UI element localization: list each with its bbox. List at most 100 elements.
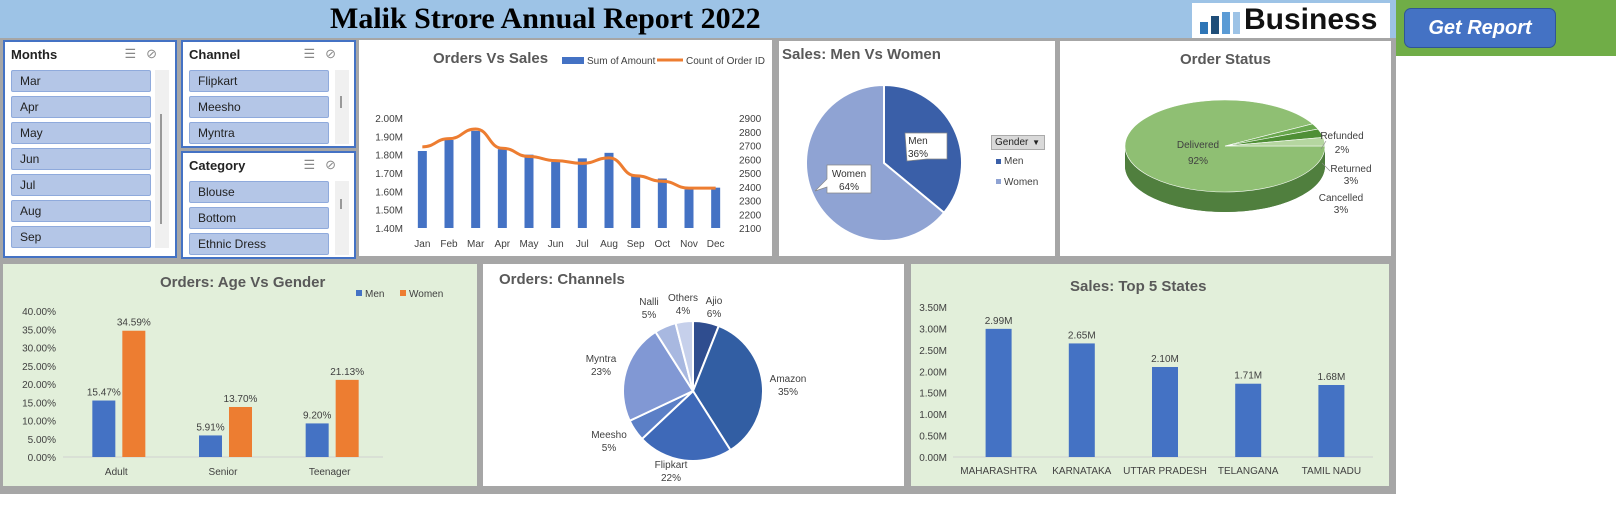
y-tick-label: 40.00% [22, 307, 56, 318]
slicer-item-apr[interactable]: Apr [11, 96, 151, 118]
x-tick-label: Mar [467, 239, 485, 250]
x-tick-label: May [520, 239, 539, 250]
x-tick-label: KARNATAKA [1052, 466, 1111, 477]
slicer-item-sep[interactable]: Sep [11, 226, 151, 248]
multi-select-icon[interactable]: ☰⊘ [303, 157, 346, 172]
y-tick-label: 2.50M [919, 346, 947, 357]
y2-tick-label: 2600 [739, 155, 762, 166]
age-vs-gender-chart: 0.00% 5.00% 10.00% 15.00% 20.00% 25.00% 30.00%… [22, 289, 443, 478]
legend-label: Men [1004, 156, 1023, 167]
y-tick-label: 30.00% [22, 344, 56, 355]
x-tick-label: Nov [680, 239, 698, 250]
logo-text: Business [1244, 3, 1378, 36]
business-logo: Business [1192, 3, 1390, 38]
x-tick-label: Senior [209, 467, 239, 478]
x-tick-label: UTTAR PRADESH [1123, 466, 1207, 477]
data-label: 34.59% [117, 318, 151, 329]
slicer-item-jul[interactable]: Jul [11, 174, 151, 196]
x-tick-label: Sep [627, 239, 645, 250]
data-label-name: Returned [1330, 164, 1371, 175]
slicer-item-ethnic-dress[interactable]: Ethnic Dress [189, 233, 329, 255]
category-slicer: Category ☰⊘ Blouse Bottom Ethnic Dress [181, 151, 356, 259]
y-tick-label: 1.70M [375, 169, 403, 180]
sales-men-women-chart: Men 36% Women 64% Men Women [805, 83, 1038, 242]
legend-swatch-men [996, 159, 1001, 164]
logo-bars-icon [1200, 12, 1240, 34]
data-label-name: Cancelled [1319, 193, 1363, 204]
bar-sum-of-amount [471, 130, 481, 228]
y-tick-label: 2.00M [375, 114, 403, 125]
data-label-value: 22% [661, 473, 681, 484]
y-tick-label: 10.00% [22, 417, 56, 428]
legend-swatch-women [996, 179, 1001, 184]
data-label: 13.70% [224, 394, 258, 405]
slicer-item-myntra[interactable]: Myntra [189, 122, 329, 144]
scroll-thumb[interactable] [160, 114, 162, 224]
y-tick-label: 35.00% [22, 325, 56, 336]
data-label-name: Amazon [770, 374, 807, 385]
legend-label: Count of Order ID [686, 56, 765, 67]
category-scrollbar[interactable] [335, 181, 349, 255]
data-label-value: 35% [778, 387, 798, 398]
get-report-button[interactable]: Get Report [1404, 8, 1556, 48]
bar-sum-of-amount [417, 151, 427, 228]
pie-slice-flipkart [640, 389, 732, 462]
x-tick-label: Aug [600, 239, 618, 250]
slicer-item-blouse[interactable]: Blouse [189, 181, 329, 203]
bar-sum-of-amount [657, 178, 667, 228]
channel-scrollbar[interactable] [335, 70, 349, 144]
slicer-item-bottom[interactable]: Bottom [189, 207, 329, 229]
scroll-thumb[interactable] [340, 199, 342, 209]
slicer-item-meesho[interactable]: Meesho [189, 96, 329, 118]
category-slicer-title: Category [189, 158, 246, 173]
data-label-name: Nalli [639, 297, 658, 308]
bar-state [1235, 383, 1262, 457]
legend-label: Sum of Amount [587, 56, 656, 67]
legend-label: Men [365, 289, 384, 300]
x-tick-label: MAHARASHTRA [960, 466, 1037, 477]
orders-vs-sales-chart: 1.40M 1.50M 1.60M 1.70M 1.80M 1.90M 2.00M 2100 2… [375, 56, 765, 250]
age-vs-gender-panel: Orders: Age Vs Gender 0.00% 5.00% 10.00% 15… [3, 264, 477, 486]
x-tick-label: Oct [655, 239, 671, 250]
x-tick-label: Jan [414, 239, 430, 250]
data-label-name: Women [832, 169, 866, 180]
bar-sum-of-amount [524, 154, 534, 228]
slicer-item-may[interactable]: May [11, 122, 151, 144]
multi-select-icon[interactable]: ☰⊘ [124, 46, 167, 61]
data-label-name: Refunded [1320, 131, 1363, 142]
y-tick-label: 0.00M [919, 453, 947, 464]
months-slicer-title: Months [11, 47, 58, 62]
x-tick-label: Feb [440, 239, 458, 250]
slicer-item-mar[interactable]: Mar [11, 70, 151, 92]
x-tick-label: TELANGANA [1218, 466, 1279, 477]
bar-sum-of-amount [631, 174, 641, 228]
y2-tick-label: 2100 [739, 224, 762, 235]
y2-tick-label: 2200 [739, 210, 762, 221]
data-label: 9.20% [303, 410, 331, 421]
slicer-item-flipkart[interactable]: Flipkart [189, 70, 329, 92]
leader-line [1321, 162, 1331, 172]
data-label-name: Delivered [1177, 140, 1219, 151]
bar-state [1068, 343, 1095, 457]
pie-slice-others [674, 319, 694, 392]
y-tick-label: 25.00% [22, 362, 56, 373]
data-label-value: 2% [1335, 145, 1350, 156]
data-callout-women [814, 164, 872, 194]
report-title: Malik Strore Annual Report 2022 [330, 2, 761, 35]
chart-title: Order Status [1180, 51, 1271, 68]
bar-sum-of-amount [551, 162, 561, 228]
x-tick-label: Jul [576, 239, 589, 250]
y2-tick-label: 2700 [739, 142, 762, 153]
data-label-value: 23% [591, 367, 611, 378]
bar-sum-of-amount [684, 189, 694, 228]
months-scrollbar[interactable] [155, 70, 169, 248]
scroll-thumb[interactable] [340, 96, 342, 108]
y2-tick-label: 2400 [739, 183, 762, 194]
slicer-item-aug[interactable]: Aug [11, 200, 151, 222]
multi-select-icon[interactable]: ☰⊘ [303, 46, 346, 61]
data-label-value: 5% [602, 443, 617, 454]
bar-state [1152, 367, 1178, 457]
bar-men [92, 400, 116, 457]
slicer-item-jun[interactable]: Jun [11, 148, 151, 170]
gender-filter-dropdown[interactable]: Gender ▼ [991, 135, 1045, 150]
